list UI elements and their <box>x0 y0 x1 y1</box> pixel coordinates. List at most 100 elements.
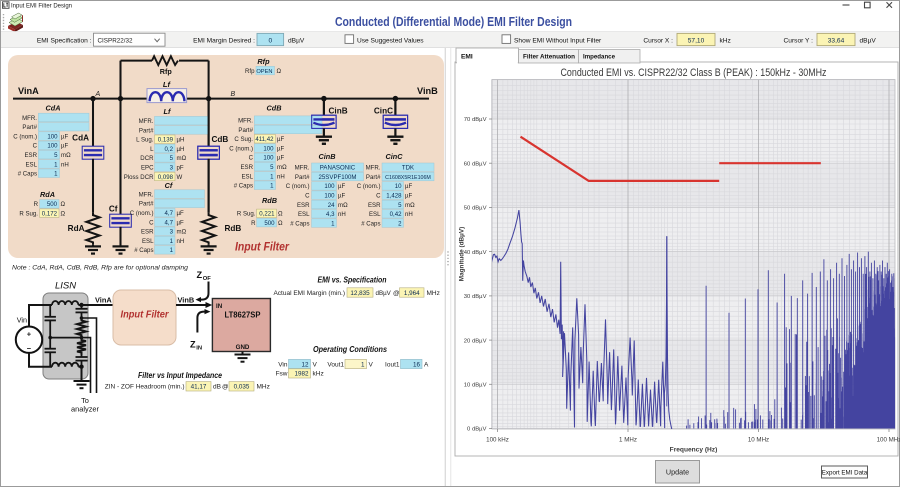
svg-text:CdA: CdA <box>72 134 89 143</box>
svg-text:mΩ: mΩ <box>277 164 287 171</box>
svg-text:4,3: 4,3 <box>326 211 335 218</box>
svg-text:Cf: Cf <box>109 205 118 214</box>
svg-text:µF: µF <box>405 193 413 200</box>
svg-text:0,139: 0,139 <box>158 137 174 144</box>
svg-text:Update: Update <box>666 468 689 477</box>
svg-text:100: 100 <box>324 193 335 200</box>
svg-text:CinC: CinC <box>374 106 393 115</box>
svg-text:EMI Specification :: EMI Specification : <box>37 38 92 45</box>
svg-text:dBµV: dBµV <box>860 38 877 45</box>
svg-text:ESR: ESR <box>24 152 37 159</box>
svg-text:µH: µH <box>177 137 185 144</box>
svg-text:MFR.: MFR. <box>366 165 381 172</box>
svg-text:60 dBµV: 60 dBµV <box>464 161 487 167</box>
svg-text:5: 5 <box>270 164 274 171</box>
svg-text:5: 5 <box>398 202 402 209</box>
svg-text:# Caps: # Caps <box>18 171 37 178</box>
svg-text:1982: 1982 <box>294 371 309 378</box>
svg-text:Ω: Ω <box>61 211 66 218</box>
svg-text:R Sug.: R Sug. <box>237 211 256 218</box>
svg-text:nH: nH <box>177 238 185 245</box>
svg-text:µF: µF <box>177 219 185 226</box>
svg-text:Ω: Ω <box>61 201 66 208</box>
svg-text:LT8627SP: LT8627SP <box>225 310 261 320</box>
svg-text:MHz: MHz <box>427 290 440 297</box>
svg-text:C (nom.): C (nom.) <box>229 145 253 152</box>
svg-text:Part#: Part# <box>366 174 381 181</box>
svg-text:1: 1 <box>361 361 365 368</box>
svg-text:Magnitude (dBµV): Magnitude (dBµV) <box>459 227 466 281</box>
svg-text:Part#: Part# <box>22 124 37 131</box>
svg-text:Ω: Ω <box>278 220 283 227</box>
svg-text:ESL: ESL <box>142 238 154 245</box>
svg-text:Rfp: Rfp <box>245 68 255 75</box>
svg-text:Cursor Y :: Cursor Y : <box>784 38 814 45</box>
svg-text:EMI: EMI <box>461 54 473 61</box>
svg-text:0 dBµV: 0 dBµV <box>467 427 487 433</box>
svg-text:nH: nH <box>61 161 69 168</box>
svg-text:C: C <box>305 193 310 200</box>
svg-text:57,10: 57,10 <box>688 37 705 44</box>
svg-text:RdA: RdA <box>68 224 85 233</box>
svg-text:Part#: Part# <box>139 127 154 134</box>
svg-text:V: V <box>369 361 374 368</box>
svg-text:Ω: Ω <box>277 68 282 75</box>
svg-text:1,428: 1,428 <box>386 193 402 200</box>
svg-text:IN: IN <box>196 346 202 352</box>
svg-text:# Caps: # Caps <box>234 183 253 190</box>
svg-text:Ploss DCR: Ploss DCR <box>124 174 154 181</box>
svg-text:C Sug.: C Sug. <box>234 136 253 143</box>
svg-text:GND: GND <box>236 344 250 351</box>
svg-text:Use Suggested Values: Use Suggested Values <box>357 38 424 45</box>
svg-text:# Caps: # Caps <box>290 220 309 227</box>
svg-text:Z: Z <box>190 340 196 350</box>
svg-text:100 MHz: 100 MHz <box>877 437 900 444</box>
svg-text:EMI Margin Desired :: EMI Margin Desired : <box>193 38 255 45</box>
svg-text:−: − <box>27 344 32 353</box>
svg-text:Cf: Cf <box>165 181 174 190</box>
svg-text:CinB: CinB <box>329 106 348 115</box>
svg-text:µF: µF <box>177 210 185 217</box>
svg-text:C: C <box>33 143 38 150</box>
svg-text:100 kHz: 100 kHz <box>486 437 509 444</box>
svg-text:mΩ: mΩ <box>61 152 71 159</box>
svg-text:@: @ <box>222 384 229 391</box>
svg-text:MFR.: MFR. <box>295 165 310 172</box>
svg-text:Filter vs Input Impedance: Filter vs Input Impedance <box>138 371 223 380</box>
svg-text:nH: nH <box>405 211 413 218</box>
svg-text:1: 1 <box>270 183 274 190</box>
svg-text:1: 1 <box>170 238 174 245</box>
svg-text:IN: IN <box>216 303 223 310</box>
svg-text:Part#: Part# <box>238 127 253 134</box>
svg-text:kHz: kHz <box>720 38 731 45</box>
svg-text:Actual EMI Margin (min.): Actual EMI Margin (min.) <box>273 290 345 297</box>
svg-text:100: 100 <box>47 133 58 140</box>
svg-text:Iout1: Iout1 <box>385 361 400 368</box>
svg-text:MFR.: MFR. <box>139 118 154 125</box>
svg-text:1 MHz: 1 MHz <box>619 437 637 444</box>
svg-text:OPEN: OPEN <box>256 69 272 75</box>
svg-text:Show EMI Without Input Filter: Show EMI Without Input Filter <box>514 38 602 45</box>
svg-text:mΩ: mΩ <box>177 155 187 162</box>
svg-text:Cursor X :: Cursor X : <box>643 38 673 45</box>
svg-text:Rfp: Rfp <box>160 67 173 76</box>
svg-text:Z: Z <box>197 270 203 280</box>
svg-text:30 dBµV: 30 dBµV <box>464 294 487 300</box>
svg-text:µF: µF <box>61 143 69 150</box>
svg-text:Vin: Vin <box>17 316 27 325</box>
svg-text:Export EMI Data: Export EMI Data <box>822 469 868 476</box>
svg-text:µF: µF <box>61 133 69 140</box>
svg-text:VinB: VinB <box>417 86 438 96</box>
svg-text:C (nom.): C (nom.) <box>130 210 154 217</box>
svg-text:500: 500 <box>47 201 58 208</box>
svg-text:12,835: 12,835 <box>350 290 370 297</box>
svg-text:ESL: ESL <box>241 173 253 180</box>
svg-text:CdB: CdB <box>212 135 229 144</box>
svg-text:RdB: RdB <box>262 196 277 205</box>
svg-text:C (nom.): C (nom.) <box>357 183 381 190</box>
svg-text:MFR.: MFR. <box>22 115 37 122</box>
svg-text:A: A <box>424 361 429 368</box>
svg-text:Lf: Lf <box>164 107 172 116</box>
svg-text:DCR: DCR <box>140 155 154 162</box>
svg-text:dB: dB <box>213 384 221 391</box>
